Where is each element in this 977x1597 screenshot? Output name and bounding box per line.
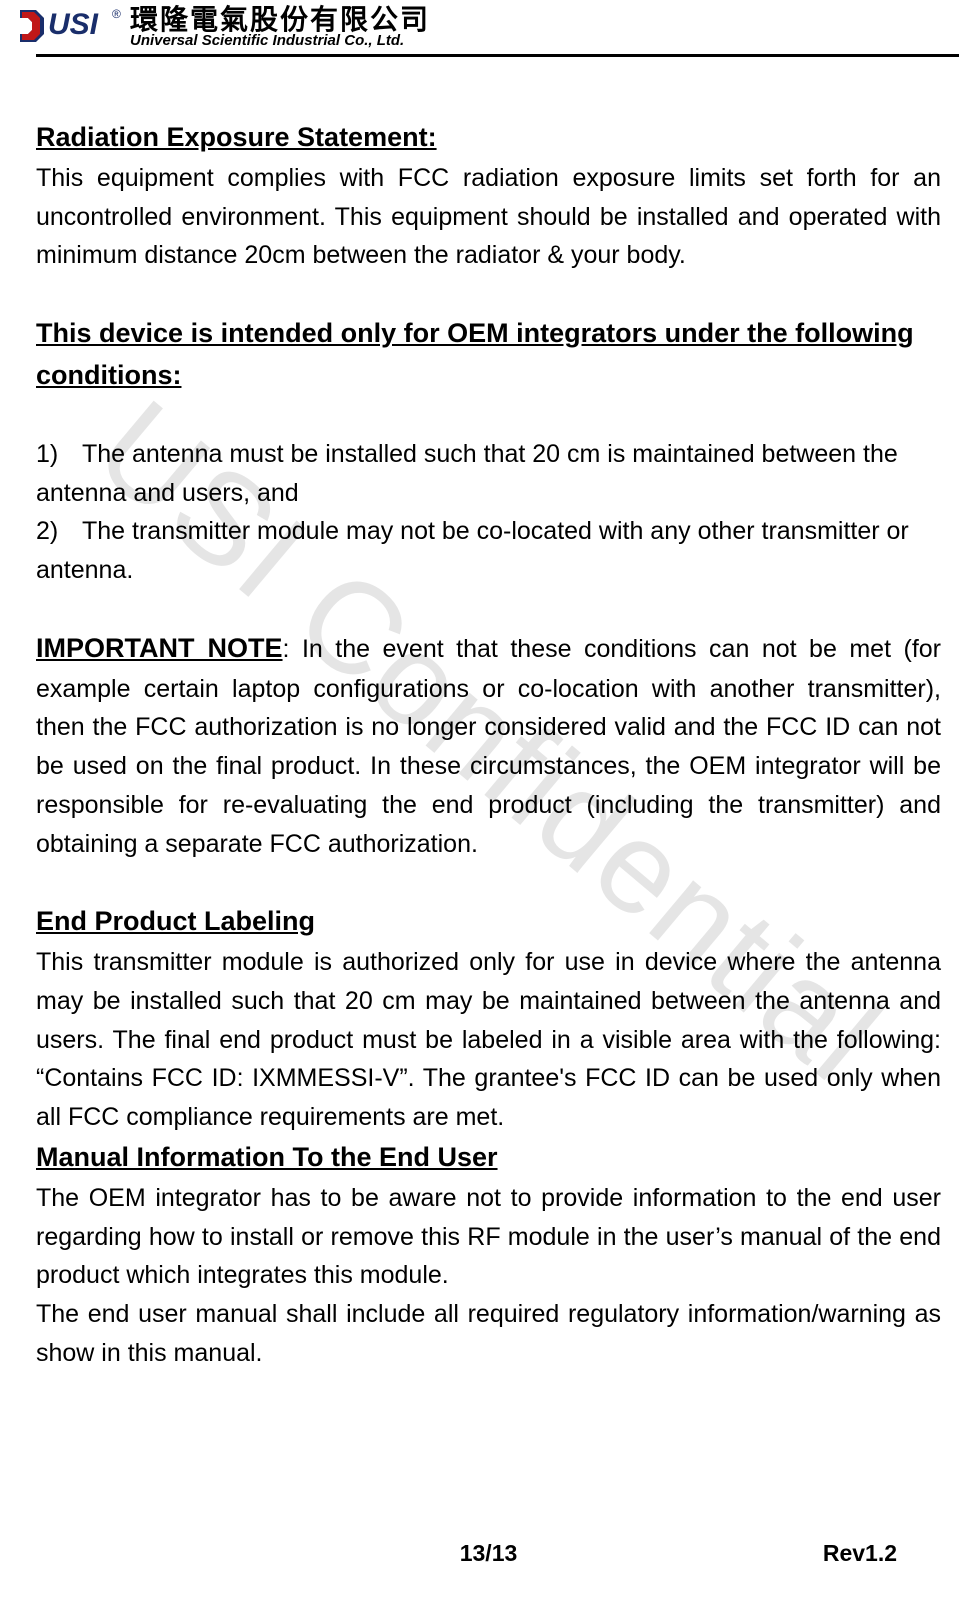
- list-item-1: 1)The antenna must be installed such tha…: [36, 435, 941, 513]
- company-name-block: 環隆電氣股份有限公司 Universal Scientific Industri…: [130, 7, 430, 48]
- heading-manual-info: Manual Information To the End User: [36, 1137, 941, 1179]
- logo-reg: ®: [112, 7, 121, 21]
- list-text-1: The antenna must be installed such that …: [36, 440, 898, 507]
- paragraph-radiation: This equipment complies with FCC radiati…: [36, 159, 941, 275]
- text-important-body: : In the event that these conditions can…: [36, 635, 941, 858]
- paragraph-end-product: This transmitter module is authorized on…: [36, 943, 941, 1137]
- logo-text: USI: [48, 8, 99, 41]
- footer-page-number: 13/13: [460, 1540, 518, 1567]
- content-area: USI Confidential Radiation Exposure Stat…: [0, 57, 977, 1373]
- paragraph-important: IMPORTANT NOTE: In the event that these …: [36, 628, 941, 864]
- list-item-2: 2)The transmitter module may not be co-l…: [36, 512, 941, 590]
- logo-row: USI ® 環隆電氣股份有限公司 Universal Scientific In…: [18, 4, 977, 48]
- company-name-cjk: 環隆電氣股份有限公司: [130, 7, 430, 35]
- heading-important: IMPORTANT NOTE: [36, 633, 283, 663]
- list-number-2: 2): [36, 512, 82, 551]
- document-page: USI ® 環隆電氣股份有限公司 Universal Scientific In…: [0, 0, 977, 1597]
- paragraph-manual-2: The end user manual shall include all re…: [36, 1295, 941, 1373]
- footer-revision: Rev1.2: [823, 1540, 897, 1567]
- paragraph-manual-1: The OEM integrator has to be aware not t…: [36, 1179, 941, 1295]
- company-name-eng: Universal Scientific Industrial Co., Ltd…: [130, 33, 430, 48]
- usi-logo-icon: USI ®: [18, 4, 122, 48]
- list-text-2: The transmitter module may not be co-loc…: [36, 517, 909, 584]
- heading-radiation: Radiation Exposure Statement:: [36, 117, 941, 159]
- list-number-1: 1): [36, 435, 82, 474]
- page-footer: 13/13 Rev1.2: [0, 1540, 977, 1567]
- heading-oem: This device is intended only for OEM int…: [36, 313, 941, 397]
- heading-end-product: End Product Labeling: [36, 901, 941, 943]
- page-header: USI ® 環隆電氣股份有限公司 Universal Scientific In…: [0, 0, 977, 57]
